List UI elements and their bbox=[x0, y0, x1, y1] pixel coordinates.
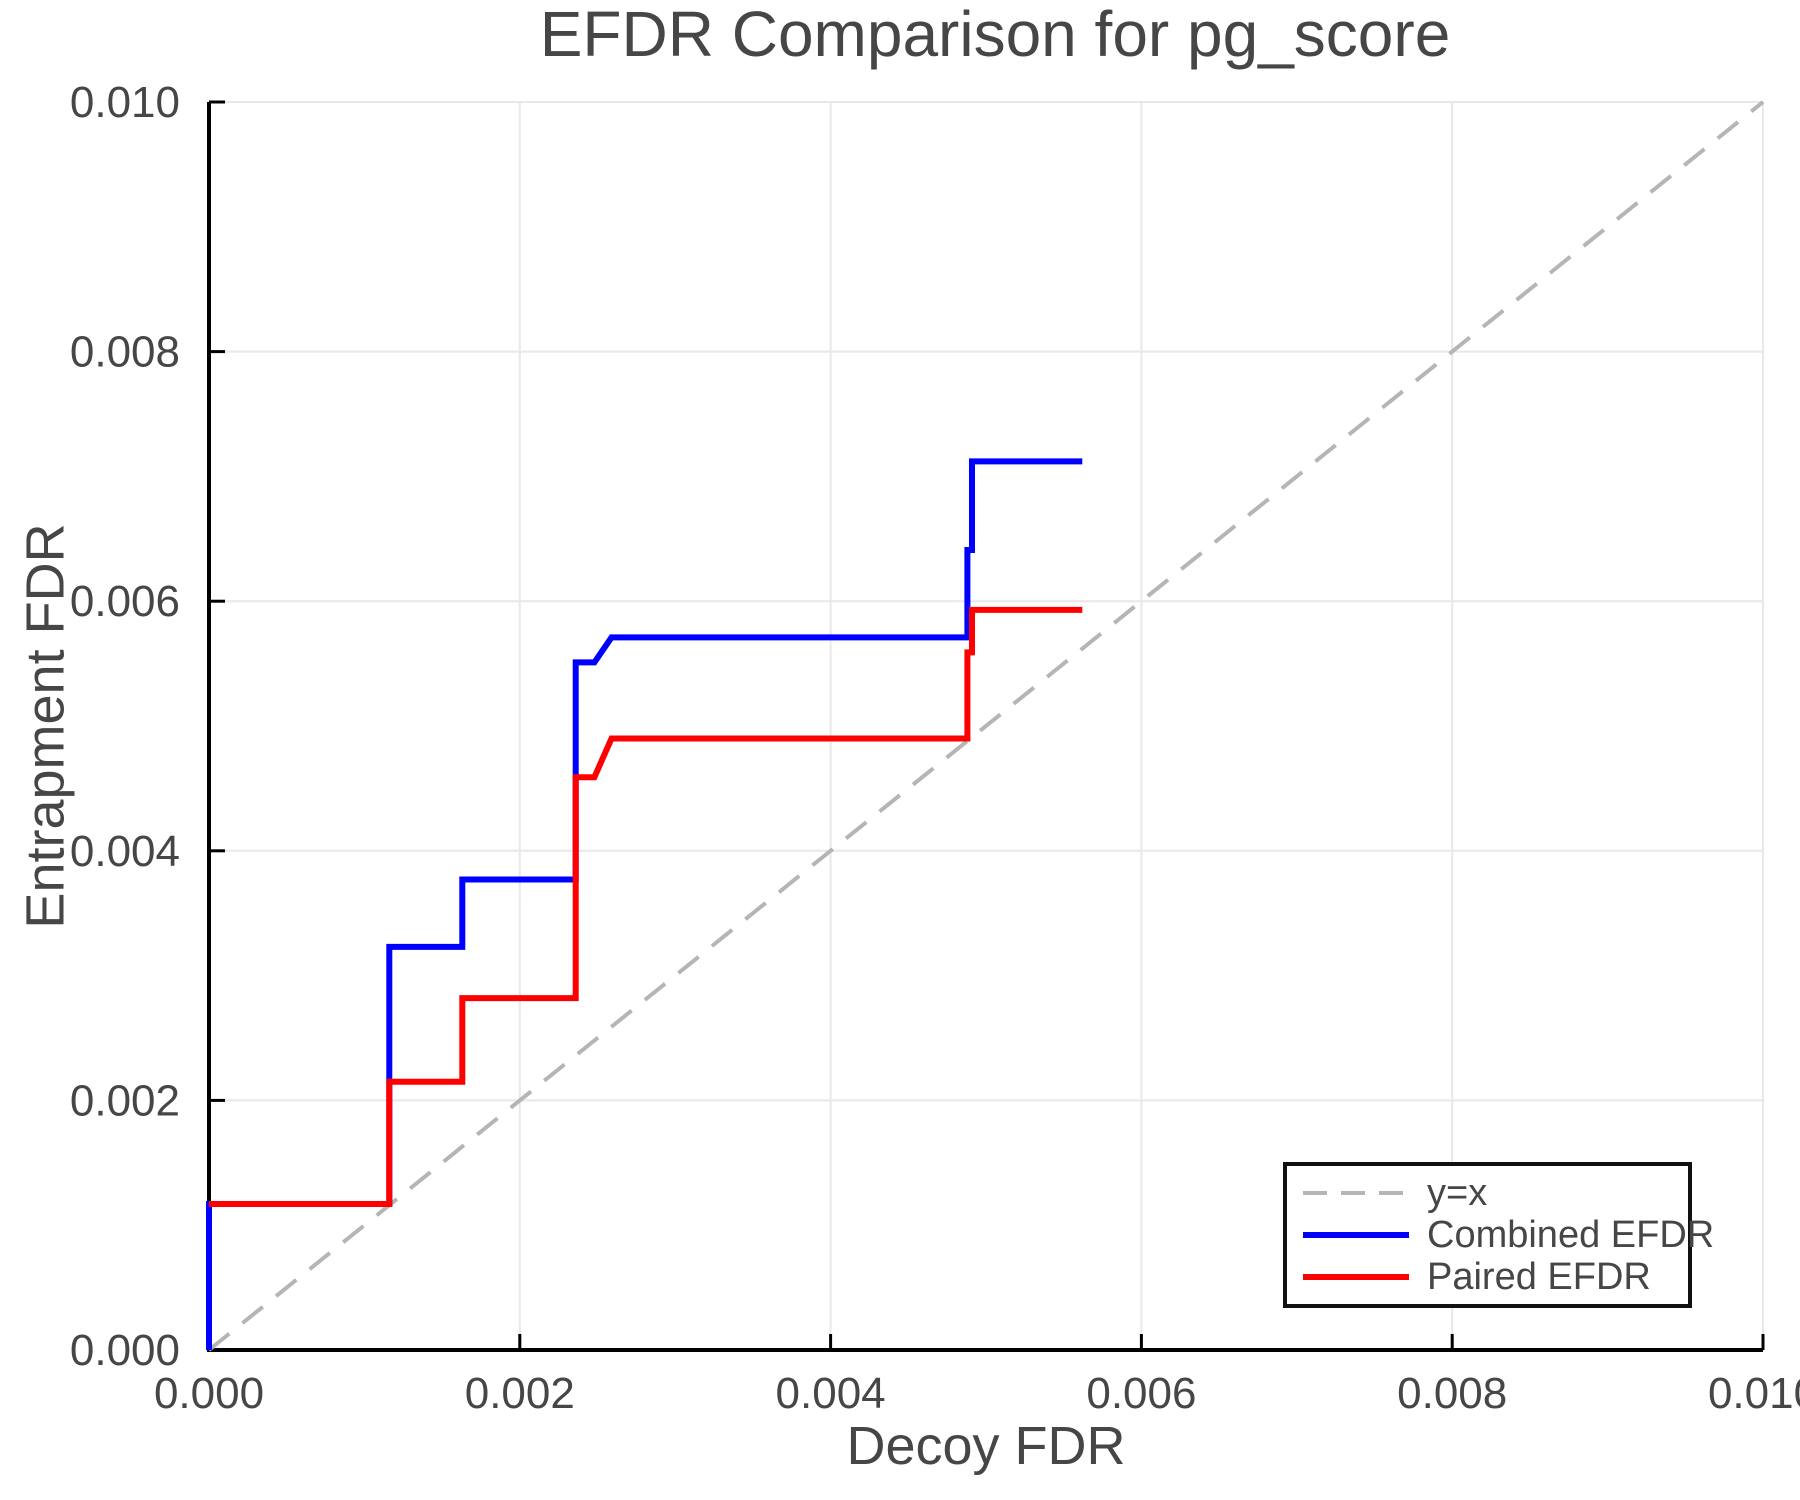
chart-title: EFDR Comparison for pg_score bbox=[540, 0, 1451, 70]
x-tick-label: 0.000 bbox=[154, 1369, 264, 1418]
x-tick-label: 0.010 bbox=[1708, 1369, 1800, 1418]
y-tick-label: 0.010 bbox=[70, 78, 180, 127]
legend-label-combined-efdr: Combined EFDR bbox=[1427, 1214, 1715, 1256]
x-tick-label: 0.002 bbox=[465, 1369, 575, 1418]
y-tick-label: 0.006 bbox=[70, 577, 180, 626]
y-tick-label: 0.002 bbox=[70, 1076, 180, 1125]
legend-item-identity: y=x bbox=[1301, 1172, 1688, 1214]
legend-label-identity: y=x bbox=[1427, 1172, 1488, 1214]
legend-item-paired-efdr: Paired EFDR bbox=[1301, 1256, 1688, 1298]
series-line-paired-efdr bbox=[209, 606, 1083, 1207]
series-layer bbox=[206, 100, 1765, 1352]
x-axis-label: Decoy FDR bbox=[846, 1416, 1125, 1476]
y-tick-label: 0.008 bbox=[70, 328, 180, 377]
y-tick-label: 0.004 bbox=[70, 827, 180, 876]
x-tick-label: 0.004 bbox=[776, 1369, 886, 1418]
x-tick-label: 0.008 bbox=[1397, 1369, 1507, 1418]
tick-label-layer: 0.000 0.002 0.004 0.006 0.008 0.010 0.000 0.002… bbox=[70, 78, 1800, 1418]
series-line-combined-efdr bbox=[206, 458, 1083, 1350]
x-tick-label: 0.006 bbox=[1086, 1369, 1196, 1418]
legend-label-paired-efdr: Paired EFDR bbox=[1427, 1256, 1651, 1298]
y-axis-label: Entrapment FDR bbox=[15, 523, 75, 928]
series-line-y-x bbox=[207, 100, 1765, 1352]
legend: y=x Combined EFDR Paired EFDR bbox=[1283, 1162, 1714, 1308]
paired-efdr-line-sample-icon bbox=[1303, 1274, 1409, 1280]
identity-line-sample-icon bbox=[1303, 1191, 1409, 1195]
y-tick-label: 0.000 bbox=[70, 1326, 180, 1375]
grid-layer bbox=[209, 101, 1764, 1350]
legend-item-combined-efdr: Combined EFDR bbox=[1301, 1214, 1714, 1256]
combined-efdr-line-sample-icon bbox=[1303, 1232, 1409, 1238]
